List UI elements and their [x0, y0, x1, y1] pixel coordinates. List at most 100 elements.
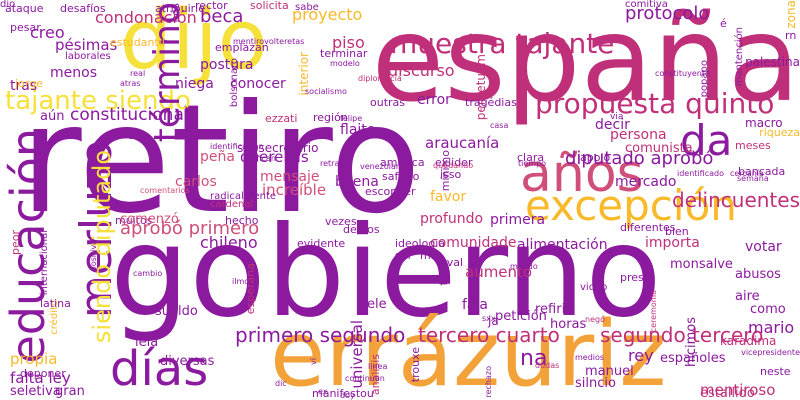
cloud-word: américa: [380, 156, 425, 169]
cloud-word: abusos: [735, 267, 781, 282]
cloud-word: ilmo: [232, 277, 250, 286]
cloud-word: creo: [30, 23, 65, 42]
cloud-word: gran: [55, 384, 85, 399]
cloud-word: años: [520, 144, 644, 204]
cloud-word: tras: [10, 78, 38, 94]
cloud-word: estudantil: [110, 36, 165, 49]
cloud-word: sxxi: [482, 314, 498, 323]
cloud-word: ratifican: [243, 154, 276, 163]
cloud-word: horas: [550, 317, 587, 332]
cloud-word: mil: [420, 249, 437, 262]
cloud-word: tajante siendo: [5, 86, 191, 116]
cloud-word: profundo: [420, 211, 484, 227]
cloud-word: hecho: [225, 214, 259, 227]
cloud-word: ataque: [5, 2, 44, 15]
cloud-word: tragédias: [465, 96, 517, 109]
cloud-word: propuesta quinto: [535, 87, 775, 120]
cloud-word: ele: [367, 297, 387, 312]
cloud-word: españa: [371, 0, 800, 128]
cloud-word: rechazo: [484, 366, 493, 398]
cloud-word: comunidade: [430, 235, 517, 251]
cloud-word: diversas: [160, 354, 215, 369]
cloud-word: sabe: [295, 2, 319, 13]
cloud-word: decir: [595, 117, 630, 133]
cloud-word: peor: [9, 230, 22, 256]
cloud-word: dudas: [535, 361, 560, 370]
cloud-word: popapo: [699, 60, 710, 98]
cloud-word: riqueza: [759, 126, 800, 139]
cloud-word: carlos: [175, 174, 217, 190]
cloud-word: beca: [200, 6, 244, 27]
cloud-word: emplazan: [215, 41, 269, 54]
cloud-word: casa: [490, 121, 509, 130]
cloud-word: cambio: [133, 269, 163, 278]
cloud-word: deponer: [20, 367, 66, 380]
cloud-word: segundo tercero: [600, 323, 764, 347]
cloud-word: cercanía: [730, 169, 764, 178]
cloud-word: delincuentes: [671, 188, 800, 212]
cloud-word: proyecto: [292, 5, 363, 24]
cloud-word: na: [520, 346, 548, 371]
cloud-word: delitos: [343, 223, 380, 236]
cloud-word: manuel: [585, 364, 634, 379]
cloud-word: dijo: [120, 0, 268, 88]
cloud-word: manifestou: [312, 387, 374, 400]
cloud-word: rey: [628, 346, 654, 365]
cloud-word: continúan: [345, 374, 385, 383]
cloud-word: ideologia: [395, 237, 446, 250]
cloud-word: comunista: [625, 141, 693, 156]
cloud-word: karadima: [720, 334, 777, 348]
cloud-word: ceremonia: [649, 290, 658, 333]
cloud-word: fue: [437, 268, 450, 286]
cloud-word: desafíos: [60, 2, 106, 15]
cloud-word: laborales: [65, 51, 111, 62]
cloud-word: venezolano: [360, 162, 406, 171]
cloud-word: subsecretario: [237, 141, 319, 155]
cloud-word: diferentes: [620, 221, 676, 234]
cloud-word: dic: [275, 379, 287, 388]
cloud-word: mantención: [734, 27, 745, 87]
cloud-word: chileno: [200, 233, 258, 252]
cloud-word: vicepresidente: [741, 348, 800, 357]
cloud-word: propia: [10, 350, 58, 368]
cloud-word: clara: [517, 151, 545, 164]
cloud-word: exlider: [435, 156, 473, 169]
cloud-word: bien: [665, 225, 689, 238]
cloud-word: querellas: [240, 148, 309, 166]
cloud-word: constitucional: [70, 105, 189, 125]
cloud-word: ezzati: [265, 112, 298, 125]
cloud-word: bolsonaro: [229, 58, 240, 108]
cloud-word: tem: [128, 129, 150, 142]
cloud-word: semana: [737, 174, 769, 183]
cloud-word: mentirovolteretas: [233, 37, 305, 46]
cloud-word: perpetuam: [474, 54, 488, 121]
cloud-word: comenzó: [120, 212, 179, 227]
cloud-word: mentiroso: [700, 381, 776, 399]
cloud-word: sueldo: [155, 304, 198, 319]
cloud-word: apoio: [580, 151, 611, 164]
cloud-word: esconder: [365, 185, 416, 198]
cloud-word: internacional: [39, 230, 50, 296]
cloud-word: latina: [40, 297, 71, 310]
cloud-word: flaite: [340, 122, 376, 138]
cloud-word: discurso: [388, 61, 455, 80]
cloud-word: socialismo: [305, 87, 347, 96]
cloud-word: aire: [735, 289, 760, 304]
cloud-word: primero segundo: [235, 323, 406, 347]
cloud-word: mensaje: [260, 169, 320, 185]
cloud-word: favor: [430, 189, 467, 205]
cloud-word: región: [313, 111, 348, 124]
cloud-word: rector: [195, 0, 228, 12]
cloud-word: felipe: [340, 114, 363, 123]
cloud-word: palestina: [745, 55, 800, 69]
cloud-word: mando: [510, 262, 538, 271]
cloud-word: piso: [332, 33, 365, 52]
cloud-word: pésimas: [55, 36, 118, 54]
cloud-word: aumento: [465, 263, 533, 281]
cloud-word: outras: [370, 96, 406, 109]
cloud-word: zona: [784, 0, 798, 29]
cloud-word: ex: [318, 387, 328, 396]
cloud-word: real: [130, 69, 146, 78]
cloud-word: días: [110, 341, 209, 397]
cloud-word: fala: [462, 297, 488, 313]
